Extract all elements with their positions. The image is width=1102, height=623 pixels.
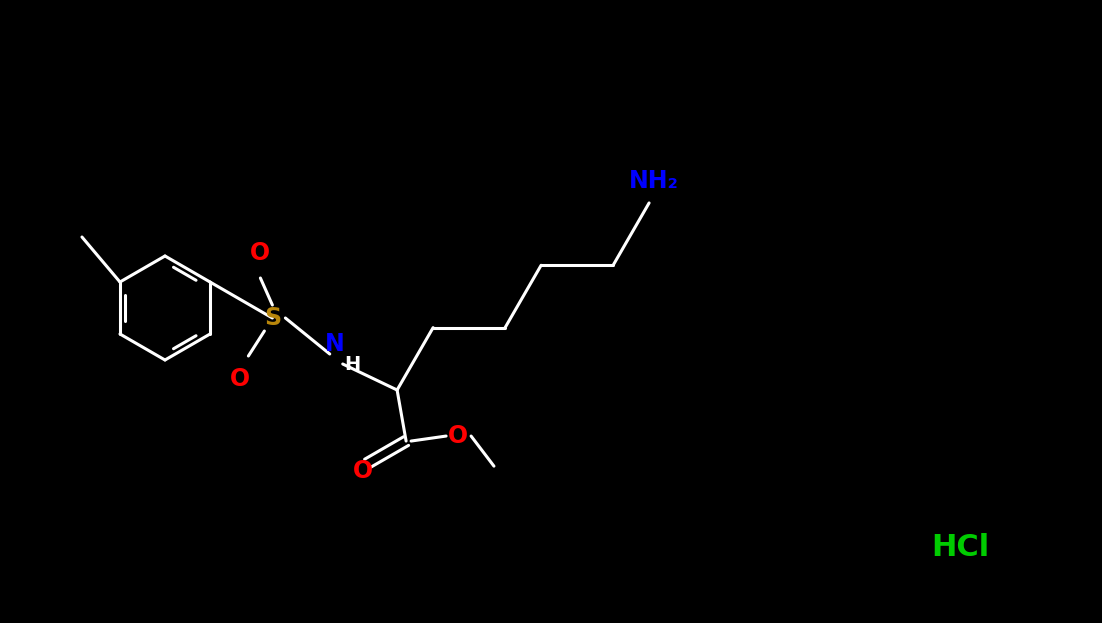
Text: H: H <box>345 354 360 374</box>
Text: O: O <box>353 459 372 483</box>
Text: N: N <box>325 332 345 356</box>
Text: HCl: HCl <box>931 533 990 563</box>
Text: O: O <box>230 367 250 391</box>
Text: O: O <box>449 424 468 448</box>
Text: O: O <box>250 241 270 265</box>
Text: NH₂: NH₂ <box>629 169 679 193</box>
Text: S: S <box>263 306 281 330</box>
